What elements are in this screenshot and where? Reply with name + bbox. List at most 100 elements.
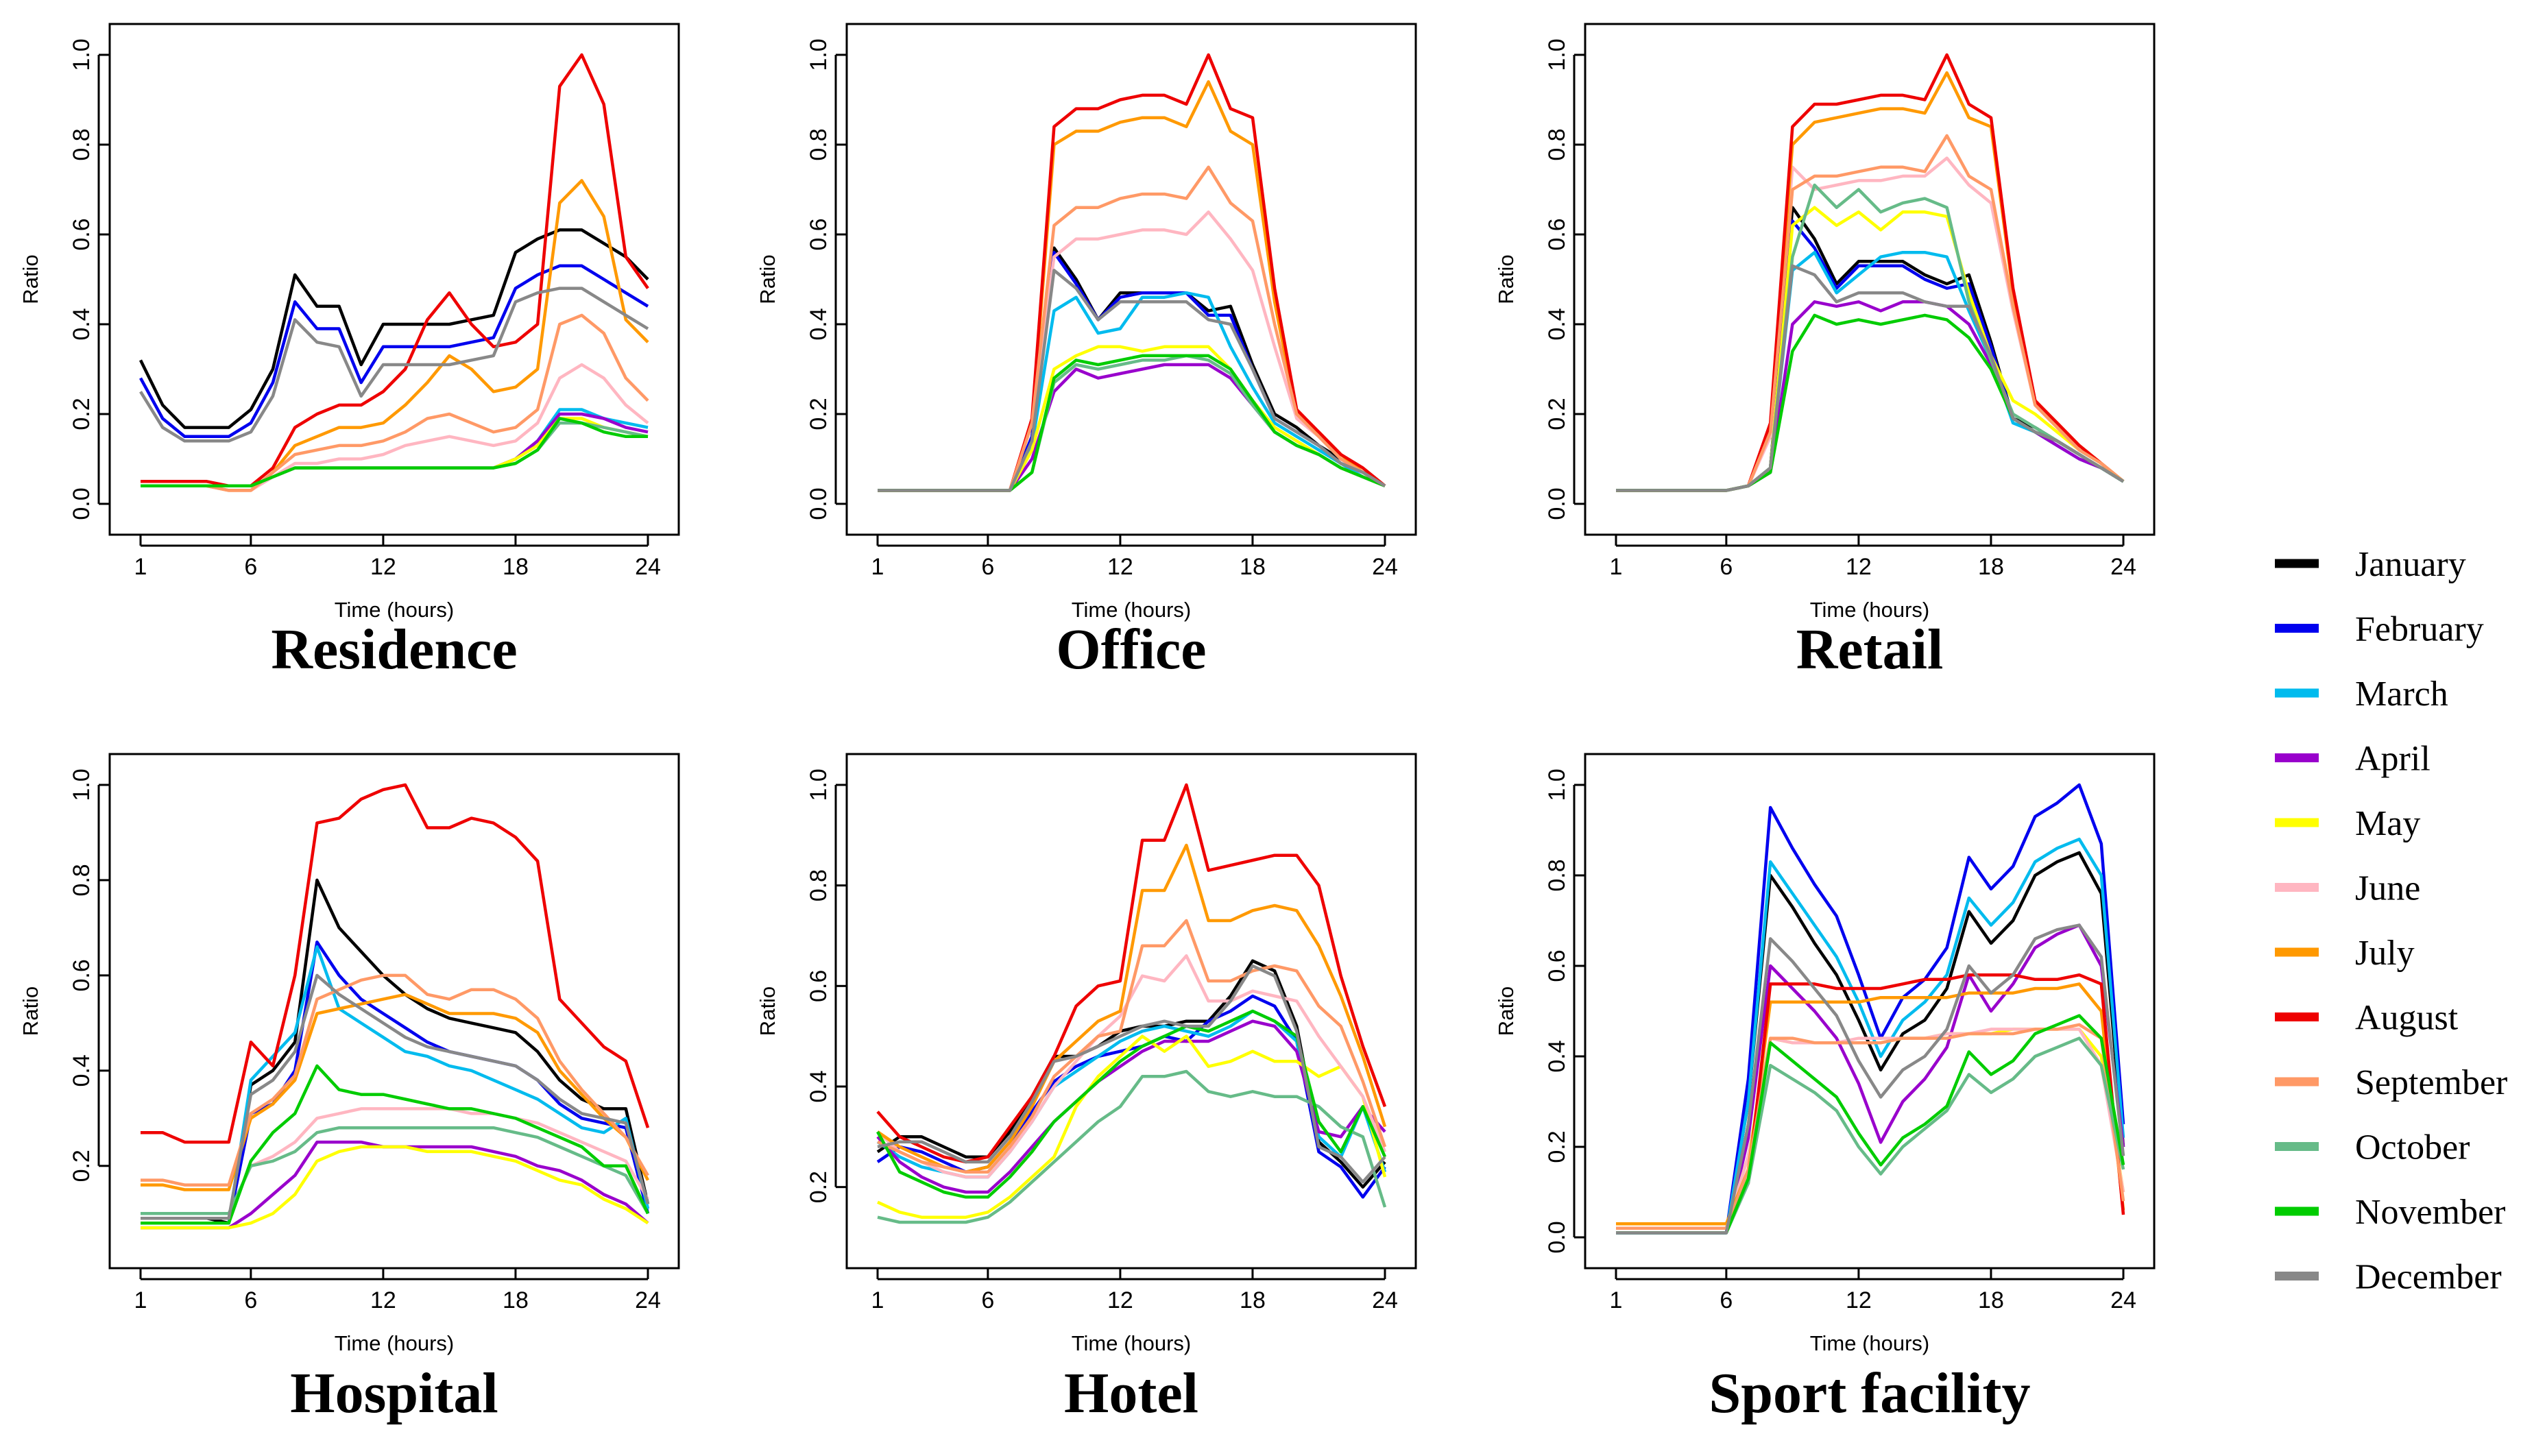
x-axis: 1 6 12 18 24 (1610, 535, 2136, 580)
series-lines (138, 53, 649, 492)
series-line-september (1616, 1023, 2125, 1230)
y-axis-title: Ratio (1494, 254, 1518, 304)
legend-item-june: June (2275, 869, 2420, 908)
series-line-may (877, 1034, 1387, 1219)
series-line-june (876, 954, 1387, 1179)
y-tick-label: 0.4 (1544, 308, 1570, 340)
y-axis: 0.0 0.2 0.4 0.6 0.8 1.0 (1544, 768, 1585, 1254)
plot-frame (1584, 23, 2156, 536)
series-line-october (1616, 1036, 2125, 1235)
x-tick-label: 1 (134, 1287, 147, 1313)
legend-label: May (2355, 804, 2420, 843)
series-line-march (1616, 250, 2125, 492)
y-axis-title: Ratio (756, 986, 780, 1036)
series-line-december (1616, 264, 2125, 492)
x-tick-label: 6 (244, 1287, 257, 1313)
series-line-october (141, 421, 649, 488)
y-tick-label: 0.2 (1544, 398, 1570, 430)
legend-item-february: February (2275, 610, 2484, 649)
y-tick-label: 0.8 (69, 128, 95, 160)
series-line-june (1616, 1028, 2125, 1230)
legend-label: March (2355, 675, 2448, 714)
y-tick-label: 0.8 (1544, 859, 1570, 891)
x-axis: 1 6 12 18 24 (871, 535, 1398, 580)
y-axis: 0.0 0.2 0.4 0.6 0.8 1.0 (69, 38, 110, 520)
y-tick-label: 0.4 (806, 1070, 832, 1102)
x-axis: 1 6 12 18 24 (134, 535, 661, 580)
y-tick-label: 0.2 (1544, 1130, 1570, 1163)
y-tick-label: 0.4 (69, 308, 95, 340)
x-tick-label: 12 (370, 1287, 396, 1313)
x-tick-label: 24 (2110, 554, 2136, 580)
series-line-may (141, 1145, 649, 1230)
series-line-june (141, 1107, 649, 1215)
plot-frame (108, 23, 680, 536)
series-line-july (141, 993, 650, 1191)
series-line-august (141, 783, 650, 1144)
panel-title-residence: Residence (271, 618, 517, 681)
series-lines (1616, 783, 2125, 1235)
legend-label: June (2355, 869, 2420, 908)
legend-label: July (2355, 934, 2415, 973)
legend-item-april: April (2275, 740, 2430, 779)
series-line-march (1616, 837, 2125, 1235)
chart-panel-sport-facility: 1 6 12 18 24 Time (hours) 0.0 0.2 0.4 0.6 0.8 1.0 Ra… (1494, 753, 2156, 1425)
series-line-november (141, 1064, 650, 1225)
legend-item-march: March (2275, 675, 2448, 714)
x-tick-label: 6 (244, 554, 257, 580)
x-tick-label: 1 (1610, 1287, 1623, 1313)
series-line-january (141, 878, 650, 1225)
series-line-may (1616, 206, 2125, 492)
legend-label: April (2355, 740, 2430, 779)
series-line-march (878, 291, 1386, 492)
y-tick-label: 0.8 (69, 864, 95, 896)
plot-frame (845, 753, 1417, 1270)
y-tick-label: 0.6 (806, 970, 832, 1002)
y-tick-label: 0.0 (1544, 1221, 1570, 1253)
y-tick-label: 0.2 (806, 398, 832, 430)
legend-item-september: September (2275, 1063, 2507, 1102)
y-axis: 0.2 0.4 0.6 0.8 1.0 (806, 768, 847, 1203)
series-line-august (1616, 973, 2125, 1230)
series-line-july (1616, 71, 2125, 492)
y-tick-label: 0.6 (1544, 949, 1570, 982)
y-tick-label: 0.8 (806, 128, 832, 160)
series-line-july (141, 179, 649, 492)
legend-item-may: May (2275, 804, 2420, 843)
series-line-july (876, 843, 1387, 1174)
y-axis-title: Ratio (756, 254, 780, 304)
x-tick-label: 12 (1846, 1287, 1872, 1313)
x-tick-label: 1 (871, 1287, 884, 1313)
x-axis-title: Time (hours) (1810, 598, 1930, 622)
legend-label: October (2355, 1128, 2470, 1167)
x-tick-label: 18 (1978, 1287, 2004, 1313)
legend-label: February (2355, 610, 2484, 649)
x-tick-label: 18 (1240, 1287, 1266, 1313)
y-tick-label: 1.0 (806, 38, 832, 71)
series-line-december (1616, 923, 2125, 1235)
plot-frame (108, 753, 680, 1270)
panel-title-retail: Retail (1796, 618, 1944, 681)
legend-label: January (2355, 545, 2466, 584)
x-axis-title: Time (hours) (1072, 598, 1192, 622)
series-lines (876, 783, 1387, 1224)
y-tick-label: 0.6 (806, 218, 832, 250)
plot-frame (845, 23, 1417, 536)
y-tick-label: 0.0 (806, 487, 832, 520)
series-line-september (878, 165, 1386, 492)
legend-label: August (2355, 999, 2459, 1038)
series-line-january (1616, 206, 2125, 492)
series-line-october (1616, 183, 2125, 492)
y-tick-label: 0.8 (806, 869, 832, 901)
y-tick-label: 0.2 (806, 1171, 832, 1203)
x-axis-title: Time (hours) (1810, 1331, 1930, 1355)
legend-item-january: January (2275, 545, 2466, 584)
series-line-october (877, 1069, 1387, 1224)
x-tick-label: 6 (981, 554, 994, 580)
legend-label: September (2355, 1063, 2507, 1102)
series-lines (878, 53, 1386, 492)
x-tick-label: 1 (134, 554, 147, 580)
panel-title-hospital: Hospital (290, 1361, 498, 1425)
y-axis-title: Ratio (19, 986, 43, 1036)
